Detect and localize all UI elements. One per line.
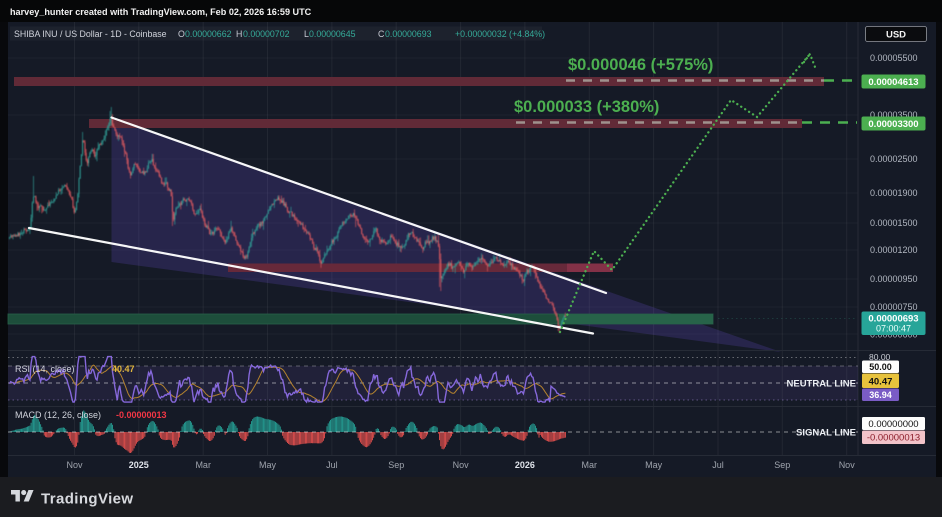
svg-text:0.00002500: 0.00002500 [870,154,918,164]
svg-text:Mar: Mar [195,460,211,470]
svg-text:SIGNAL LINE: SIGNAL LINE [796,428,856,439]
svg-text:0.00000000: 0.00000000 [868,419,918,430]
svg-text:Sep: Sep [388,460,404,470]
svg-text:0.00000645: 0.00000645 [309,29,356,39]
svg-text:07:00:47: 07:00:47 [876,324,911,334]
svg-text:H: H [236,29,242,39]
svg-text:0.00000750: 0.00000750 [870,302,918,312]
svg-text:O: O [178,29,185,39]
svg-text:May: May [259,460,277,470]
svg-text:0.00003500: 0.00003500 [870,110,918,120]
svg-text:SHIBA INU / US Dollar - 1D - C: SHIBA INU / US Dollar - 1D - Coinbase [14,29,167,39]
svg-text:40.47: 40.47 [869,377,893,388]
svg-text:50.00: 50.00 [869,362,892,372]
svg-text:Nov: Nov [453,460,470,470]
svg-text:0.00001200: 0.00001200 [870,245,918,255]
svg-text:harvey_hunter created with Tra: harvey_hunter created with TradingView.c… [10,7,312,17]
svg-text:0.00004613: 0.00004613 [868,77,918,88]
svg-text:NEUTRAL LINE: NEUTRAL LINE [787,379,857,390]
svg-text:0.00001500: 0.00001500 [870,218,918,228]
svg-text:40.47: 40.47 [112,364,135,374]
svg-text:MACD (12, 26, close): MACD (12, 26, close) [15,410,101,420]
svg-text:0.00000693: 0.00000693 [868,314,918,325]
svg-text:-0.00000013: -0.00000013 [867,433,920,444]
svg-text:RSI (14, close): RSI (14, close) [15,364,75,374]
svg-text:-0.00000013: -0.00000013 [116,410,167,420]
svg-text:TradingView: TradingView [41,491,133,508]
svg-text:0.00003300: 0.00003300 [868,119,918,130]
svg-text:0.00005500: 0.00005500 [870,53,918,63]
svg-text:36.94: 36.94 [869,390,892,400]
svg-text:L: L [304,29,309,39]
svg-text:0.00001900: 0.00001900 [870,188,918,198]
svg-text:Nov: Nov [839,460,856,470]
svg-text:USD: USD [886,30,906,41]
svg-text:2026: 2026 [515,460,535,470]
svg-text:Sep: Sep [774,460,790,470]
svg-text:0.00000950: 0.00000950 [870,274,918,284]
svg-text:$0.000033 (+380%): $0.000033 (+380%) [514,98,659,116]
svg-text:80.00: 80.00 [869,352,891,362]
svg-text:$0.000046 (+575%): $0.000046 (+575%) [568,56,713,74]
svg-text:Jul: Jul [326,460,338,470]
svg-text:0.00000702: 0.00000702 [243,29,290,39]
svg-text:2025: 2025 [129,460,149,470]
svg-text:Mar: Mar [582,460,598,470]
svg-text:+0.00000032 (+4.84%): +0.00000032 (+4.84%) [455,29,545,39]
svg-text:0.00000662: 0.00000662 [185,29,232,39]
svg-text:May: May [645,460,663,470]
svg-text:Jul: Jul [712,460,724,470]
svg-text:Nov: Nov [66,460,83,470]
svg-text:C: C [378,29,385,39]
svg-text:0.00000693: 0.00000693 [385,29,432,39]
